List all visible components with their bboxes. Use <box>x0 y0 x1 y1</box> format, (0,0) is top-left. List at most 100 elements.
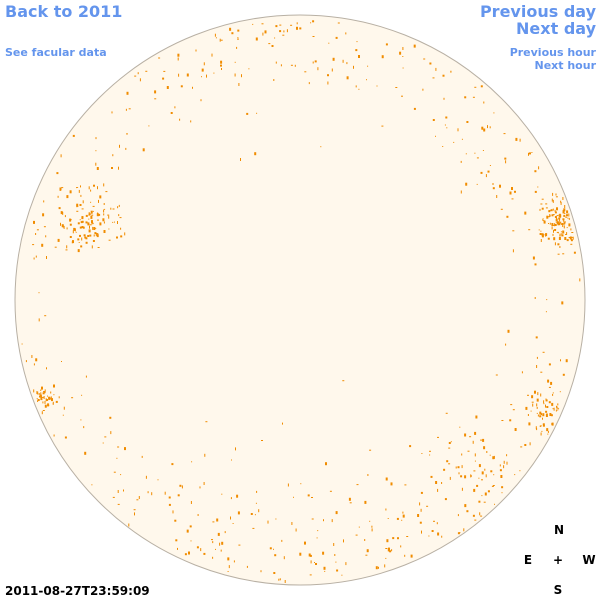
facula <box>474 519 477 521</box>
facula <box>112 154 114 157</box>
facula <box>402 511 404 514</box>
facula <box>92 226 94 230</box>
facula <box>486 451 488 453</box>
facula <box>55 400 58 403</box>
facula <box>476 157 479 159</box>
facula <box>327 74 329 77</box>
facula <box>564 205 566 208</box>
facula <box>482 438 485 442</box>
facula <box>384 564 386 568</box>
facula <box>273 548 274 550</box>
facula <box>482 150 484 151</box>
facula <box>331 519 333 523</box>
facula <box>532 256 535 260</box>
facula <box>203 62 205 66</box>
facula <box>220 64 222 67</box>
facula <box>174 519 177 522</box>
facula <box>283 556 285 560</box>
facula <box>213 72 215 74</box>
facula <box>267 520 269 524</box>
facula <box>519 138 521 142</box>
previous-hour-link[interactable]: Previous hour <box>510 46 597 59</box>
facula <box>284 580 286 583</box>
facula <box>490 470 493 473</box>
facula <box>25 360 27 363</box>
facula <box>236 46 238 49</box>
facula <box>567 217 569 219</box>
next-hour-link[interactable]: Next hour <box>535 59 597 72</box>
facula <box>543 220 546 224</box>
facula <box>492 456 495 460</box>
facula <box>549 214 551 217</box>
facula <box>500 475 503 478</box>
facula <box>189 525 192 528</box>
facula <box>552 199 554 203</box>
facula <box>562 197 564 200</box>
facula <box>556 207 558 211</box>
facula <box>141 455 143 458</box>
facula <box>568 223 571 227</box>
facula <box>47 403 49 405</box>
facula <box>441 482 443 484</box>
facula <box>45 235 47 238</box>
facula <box>548 363 551 366</box>
facula <box>91 220 93 224</box>
data-link[interactable]: See facular data <box>5 46 107 59</box>
facula <box>461 465 463 469</box>
next-day-link[interactable]: Next day <box>516 19 597 38</box>
facula <box>487 125 488 129</box>
facula <box>35 255 37 258</box>
facula <box>493 455 495 459</box>
facula <box>212 541 214 544</box>
facula <box>111 111 113 114</box>
previous-day-link[interactable]: Previous day <box>480 2 597 21</box>
facula <box>446 127 448 129</box>
facula <box>85 221 88 224</box>
facula <box>560 201 562 205</box>
facula <box>145 70 148 72</box>
facula <box>118 214 120 217</box>
facula <box>227 571 229 572</box>
facula <box>162 77 165 80</box>
facula <box>112 496 115 498</box>
facula <box>545 410 548 413</box>
facula <box>437 532 440 536</box>
facula <box>501 492 503 494</box>
facula <box>371 525 373 528</box>
facula <box>120 227 122 230</box>
facula <box>41 396 44 398</box>
facula <box>142 148 145 152</box>
facula <box>126 133 128 135</box>
facula <box>503 460 505 464</box>
facula <box>108 228 110 230</box>
facula <box>555 193 557 196</box>
facula <box>336 569 339 572</box>
facula <box>558 408 560 410</box>
facula <box>553 229 554 233</box>
facula <box>566 232 568 235</box>
facula <box>87 222 90 226</box>
facula <box>448 442 451 444</box>
facula <box>75 231 77 233</box>
facula <box>537 414 539 417</box>
facula <box>310 560 312 564</box>
facula <box>179 118 181 121</box>
facula <box>501 420 504 421</box>
facula <box>84 236 87 239</box>
facula <box>274 37 276 39</box>
facula <box>37 401 39 402</box>
facula <box>499 469 502 472</box>
facula <box>335 511 338 515</box>
facula <box>505 160 507 164</box>
facula <box>475 415 478 419</box>
facula <box>457 532 460 535</box>
facula <box>346 62 348 65</box>
facula <box>476 183 478 185</box>
facula <box>445 116 448 119</box>
back-link[interactable]: Back to 2011 <box>5 2 122 21</box>
facula <box>554 223 556 227</box>
facula <box>540 393 542 397</box>
facula <box>564 213 566 214</box>
facula <box>46 256 47 259</box>
facula <box>441 535 443 538</box>
